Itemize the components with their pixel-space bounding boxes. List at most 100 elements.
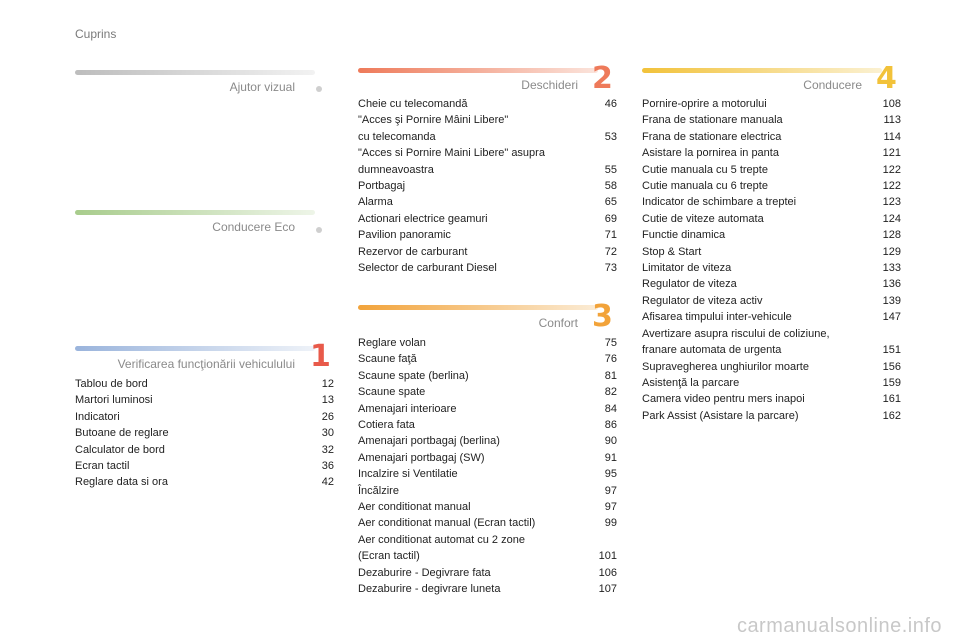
toc-entry-page: 133	[882, 262, 901, 275]
toc-entry-label: "Acces si Pornire Maini Libere" asupra d…	[358, 147, 545, 176]
toc-entry-label: Aer conditionat manual	[358, 501, 471, 514]
toc-entry[interactable]: Tablou de bord 12	[75, 376, 334, 392]
toc-entry-page: 162	[882, 409, 901, 422]
toc-entry-page: 65	[604, 196, 617, 209]
toc-entry[interactable]: Stop & Start 129	[642, 244, 901, 260]
toc-entry[interactable]: Aer conditionat automat cu 2 zone (Ecran…	[358, 532, 617, 565]
toc-entry-label: Frana de stationare electrica	[642, 130, 782, 143]
number-3-icon: 3	[592, 299, 613, 334]
toc-entry[interactable]: Alarma 65	[358, 194, 617, 210]
toc-entry[interactable]: Frana de stationare manuala 113	[642, 112, 901, 128]
toc-entry[interactable]: Dezaburire - Degivrare fata 106	[358, 565, 617, 581]
toc-entry[interactable]: Aer conditionat manual 97	[358, 499, 617, 515]
toc-entry[interactable]: Scaune spate (berlina) 81	[358, 368, 617, 384]
toc-entry[interactable]: Actionari electrice geamuri 69	[358, 211, 617, 227]
toc-entry[interactable]: Amenajari portbagaj (berlina) 90	[358, 433, 617, 449]
toc-entry-label: Martori luminosi	[75, 394, 153, 407]
toc-entry[interactable]: "Acces şi Pornire Mâini Libere" cu telec…	[358, 112, 617, 145]
toc-entry-label: Selector de carburant Diesel	[358, 262, 497, 275]
number-2-icon: 2	[592, 61, 613, 96]
toc-entry[interactable]: Reglare data si ora 42	[75, 474, 334, 490]
toc-list-confort: Reglare volan 75 Scaune faţă 76 Scaune spate…	[358, 335, 617, 598]
toc-entry-label: Scaune faţă	[358, 353, 417, 366]
toc-list-verificarea: Tablou de bord 12 Martori luminosi 13 Indica…	[75, 376, 334, 491]
section-title-ajutor: Ajutor vizual	[229, 80, 295, 94]
toc-entry[interactable]: Cheie cu telecomandă 46	[358, 96, 617, 112]
toc-entry-label: Actionari electrice geamuri	[358, 212, 488, 225]
toc-entry-label: Regulator de viteza	[642, 278, 737, 291]
toc-entry-label: Afisarea timpului inter-vehicule	[642, 311, 792, 324]
toc-entry[interactable]: Pornire-oprire a motorului 108	[642, 96, 901, 112]
toc-entry[interactable]: Calculator de bord 32	[75, 442, 334, 458]
toc-entry[interactable]: Dezaburire - degivrare luneta 107	[358, 581, 617, 597]
section-title-confort: Confort	[538, 316, 578, 330]
toc-entry-page: 86	[604, 419, 617, 432]
toc-entry[interactable]: Frana de stationare electrica 114	[642, 129, 901, 145]
toc-entry[interactable]: Supravegherea unghiurilor moarte 156	[642, 359, 901, 375]
toc-entry-page: 107	[598, 583, 617, 596]
toc-entry-label: Calculator de bord	[75, 443, 165, 456]
toc-entry[interactable]: Regulator de viteza activ 139	[642, 293, 901, 309]
toc-entry[interactable]: "Acces si Pornire Maini Libere" asupra d…	[358, 145, 617, 178]
toc-entry-page: 101	[598, 550, 617, 563]
toc-entry-label: Încălzire	[358, 484, 399, 497]
toc-entry-page: 12	[321, 378, 334, 390]
toc-entry-label: Avertizare asupra riscului de coliziune,…	[642, 327, 830, 357]
toc-entry[interactable]: Asistenţă la parcare 159	[642, 375, 901, 391]
toc-entry-page: 113	[883, 114, 901, 127]
toc-entry[interactable]: Indicator de schimbare a treptei 123	[642, 194, 901, 210]
toc-entry[interactable]: Incalzire si Ventilatie 95	[358, 466, 617, 482]
toc-entry-page: 73	[604, 262, 617, 275]
toc-entry-page: 97	[604, 484, 617, 497]
toc-entry-label: Cotiera fata	[358, 419, 415, 432]
toc-entry-page: 122	[882, 163, 901, 176]
toc-entry[interactable]: Amenajari interioare 84	[358, 401, 617, 417]
toc-entry[interactable]: Rezervor de carburant 72	[358, 244, 617, 260]
toc-entry[interactable]: Camera video pentru mers inapoi 161	[642, 391, 901, 407]
toc-entry[interactable]: Reglare volan 75	[358, 335, 617, 351]
toc-entry-page: 95	[604, 468, 617, 481]
toc-entry[interactable]: Cutie manuala cu 5 trepte 122	[642, 162, 901, 178]
toc-entry[interactable]: Limitator de viteza 133	[642, 260, 901, 276]
toc-entry[interactable]: Scaune spate 82	[358, 384, 617, 400]
toc-entry[interactable]: Regulator de viteza 136	[642, 276, 901, 292]
toc-entry-page: 147	[882, 311, 901, 324]
watermark: carmanualsonline.info	[736, 615, 942, 637]
toc-entry-label: Park Assist (Asistare la parcare)	[642, 409, 799, 422]
toc-entry[interactable]: Scaune faţă 76	[358, 351, 617, 367]
toc-entry[interactable]: Park Assist (Asistare la parcare) 162	[642, 408, 901, 424]
toc-entry[interactable]: Afisarea timpului inter-vehicule 147	[642, 309, 901, 325]
toc-entry-label: Limitator de viteza	[642, 262, 732, 275]
toc-entry-label: "Acces şi Pornire Mâini Libere" cu telec…	[358, 114, 509, 143]
toc-entry-page: 69	[604, 212, 617, 225]
toc-entry-page: 81	[604, 369, 617, 382]
toc-entry[interactable]: Butoane de reglare 30	[75, 425, 334, 441]
toc-entry[interactable]: Indicatori 26	[75, 409, 334, 425]
toc-entry[interactable]: Avertizare asupra riscului de coliziune,…	[642, 326, 901, 359]
toc-entry[interactable]: Aer conditionat manual (Ecran tactil) 99	[358, 515, 617, 531]
toc-entry[interactable]: Selector de carburant Diesel 73	[358, 260, 617, 276]
toc-entry-label: Camera video pentru mers inapoi	[642, 393, 805, 406]
toc-entry-page: 121	[882, 147, 901, 160]
toc-entry[interactable]: Martori luminosi 13	[75, 392, 334, 408]
toc-entry[interactable]: Portbagaj 58	[358, 178, 617, 194]
toc-entry-label: Cutie de viteze automata	[642, 212, 764, 225]
toc-entry-page: 75	[604, 337, 617, 349]
toc-entry[interactable]: Pavilion panoramic 71	[358, 227, 617, 243]
toc-entry[interactable]: Functie dinamica 128	[642, 227, 901, 243]
toc-entry-page: 106	[598, 566, 617, 579]
toc-entry-page: 151	[882, 344, 901, 357]
toc-entry-label: Supravegherea unghiurilor moarte	[642, 360, 809, 373]
toc-entry-label: Pavilion panoramic	[358, 229, 451, 242]
toc-entry-label: Rezervor de carburant	[358, 245, 468, 258]
toc-entry-page: 124	[882, 212, 901, 225]
toc-entry[interactable]: Cotiera fata 86	[358, 417, 617, 433]
toc-entry[interactable]: Încălzire 97	[358, 483, 617, 499]
toc-entry[interactable]: Ecran tactil 36	[75, 458, 334, 474]
toc-entry[interactable]: Amenajari portbagaj (SW) 91	[358, 450, 617, 466]
toc-entry-page: 122	[882, 180, 901, 193]
toc-entry[interactable]: Asistare la pornirea in panta 121	[642, 145, 901, 161]
toc-entry[interactable]: Cutie manuala cu 6 trepte 122	[642, 178, 901, 194]
toc-entry-label: Amenajari portbagaj (SW)	[358, 451, 485, 464]
toc-entry[interactable]: Cutie de viteze automata 124	[642, 211, 901, 227]
